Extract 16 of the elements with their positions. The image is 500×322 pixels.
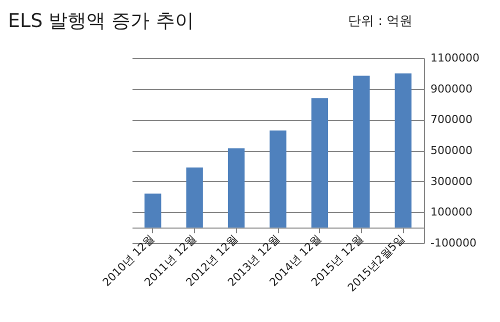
bar xyxy=(353,76,370,228)
bar xyxy=(144,194,162,228)
chart-title: ELS 발행액 증가 추이 xyxy=(8,9,194,34)
bar xyxy=(394,73,412,228)
text: 단위 : 억원 xyxy=(348,13,413,30)
y-tick-label: 700000 xyxy=(430,113,472,126)
bar xyxy=(186,167,203,228)
y-tick-label: 900000 xyxy=(430,82,472,96)
y-tick-label: 1100000 xyxy=(430,52,480,64)
y-tick-label: -100000 xyxy=(430,236,476,250)
y-tick-label: 300000 xyxy=(430,174,472,188)
bar xyxy=(311,98,328,228)
y-tick-label: 100000 xyxy=(430,206,472,219)
y-tick-label: 500000 xyxy=(430,144,472,157)
bar xyxy=(228,148,245,228)
bar xyxy=(270,130,286,228)
